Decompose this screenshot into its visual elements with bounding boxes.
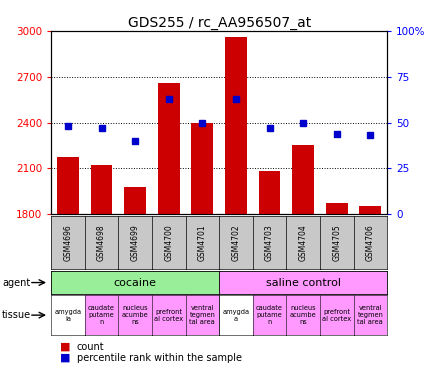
Bar — [360, 206, 381, 214]
Text: GSM4698: GSM4698 — [97, 224, 106, 261]
Text: GSM4701: GSM4701 — [198, 224, 207, 261]
Text: cocaine: cocaine — [113, 277, 157, 288]
Text: GSM4696: GSM4696 — [64, 224, 73, 261]
Text: tissue: tissue — [2, 310, 31, 320]
Text: GSM4699: GSM4699 — [131, 224, 140, 261]
Text: prefront
al cortex: prefront al cortex — [322, 309, 351, 322]
Text: amygda
la: amygda la — [54, 309, 81, 322]
Bar — [225, 37, 247, 214]
Text: percentile rank within the sample: percentile rank within the sample — [77, 353, 242, 363]
Text: nucleus
acumbe
ns: nucleus acumbe ns — [122, 305, 149, 325]
Bar — [91, 165, 113, 214]
Text: amygda
a: amygda a — [222, 309, 250, 322]
Bar — [57, 157, 79, 214]
Text: GSM4705: GSM4705 — [332, 224, 341, 261]
Text: caudate
putame
n: caudate putame n — [256, 305, 283, 325]
Text: saline control: saline control — [266, 277, 341, 288]
Text: ventral
tegmen
tal area: ventral tegmen tal area — [357, 305, 383, 325]
Text: count: count — [77, 342, 105, 352]
Text: GSM4703: GSM4703 — [265, 224, 274, 261]
Text: nucleus
acumbe
ns: nucleus acumbe ns — [290, 305, 316, 325]
Text: GSM4700: GSM4700 — [164, 224, 173, 261]
Text: GSM4704: GSM4704 — [299, 224, 307, 261]
Bar — [259, 171, 280, 214]
Text: agent: agent — [2, 277, 30, 288]
Text: ■: ■ — [60, 353, 71, 363]
Title: GDS255 / rc_AA956507_at: GDS255 / rc_AA956507_at — [128, 16, 311, 30]
Text: ventral
tegmen
tal area: ventral tegmen tal area — [190, 305, 215, 325]
Text: caudate
putame
n: caudate putame n — [88, 305, 115, 325]
Text: GSM4702: GSM4702 — [231, 224, 240, 261]
Text: GSM4706: GSM4706 — [366, 224, 375, 261]
Bar — [158, 83, 180, 214]
Bar — [292, 145, 314, 214]
Bar — [124, 187, 146, 214]
Text: ■: ■ — [60, 342, 71, 352]
Text: prefront
al cortex: prefront al cortex — [154, 309, 183, 322]
Bar — [191, 123, 213, 214]
Bar — [326, 203, 348, 214]
